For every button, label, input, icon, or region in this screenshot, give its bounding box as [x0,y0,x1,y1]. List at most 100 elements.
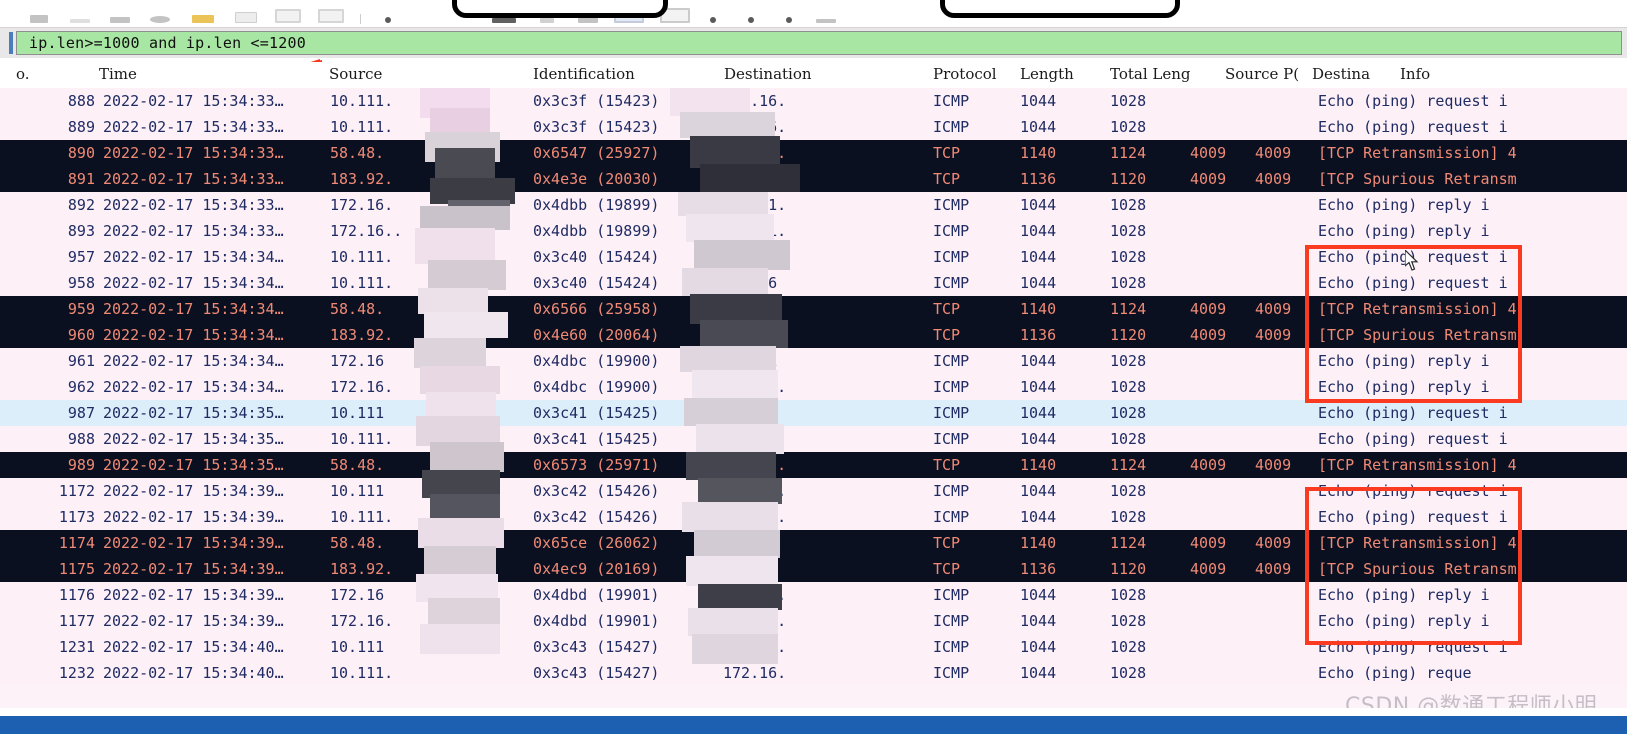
packet-row[interactable]: 1174 2022-02-17 15:34:39… 58.48. 0x65ce (26… [0,530,1627,556]
packet-row[interactable]: 1173 2022-02-17 15:34:39… 10.111. 0x3c42 (1… [0,504,1627,530]
cell-source: 10.111. [330,92,394,110]
main-toolbar[interactable] [0,0,1627,28]
packet-row[interactable]: 961 2022-02-17 15:34:34… 172.16 0x4dbc (199… [0,348,1627,374]
packet-row[interactable]: 957 2022-02-17 15:34:34… 10.111. 0x3c40 (15… [0,244,1627,270]
cell-protocol: ICMP [933,352,970,370]
column-header-length[interactable]: Length [1020,65,1074,83]
annotation-blob-right [940,0,1180,18]
cell-source: 172.16 [330,586,385,604]
column-header-no[interactable]: o. [16,65,30,83]
column-header-proto[interactable]: Protocol [933,65,997,83]
cell-protocol: ICMP [933,274,970,292]
column-header-source-port[interactable]: Source P( [1225,65,1300,83]
cell-time: 2022-02-17 15:34:33… [103,222,284,240]
column-header-info[interactable]: Info [1400,65,1431,83]
cell-identification: 0x3c40 (15424) [533,248,660,266]
cell-protocol: TCP [933,170,961,188]
cell-identification: 0x65ce (26062) [533,534,660,552]
packet-row[interactable]: 892 2022-02-17 15:34:33… 172.16. 0x4dbb (19… [0,192,1627,218]
packet-list[interactable]: 888 2022-02-17 15:34:33… 10.111. 0x3c3f (15… [0,88,1627,708]
packet-row[interactable]: 888 2022-02-17 15:34:33… 10.111. 0x3c3f (15… [0,88,1627,114]
cell-source: 58.48. [330,144,385,162]
open-folder-icon[interactable] [192,15,214,23]
cell-source: 172.16.. [330,222,403,240]
restart-icon[interactable] [110,17,130,23]
cell-no: 1175 [58,560,95,578]
stop-icon[interactable] [70,19,90,23]
cell-time: 2022-02-17 15:34:34… [103,326,284,344]
packet-row[interactable]: 988 2022-02-17 15:34:35… 10.111. 0x3c41 (15… [0,426,1627,452]
cell-identification: 0x4dbd (19901) [533,586,660,604]
cell-no: 962 [67,378,95,396]
zoom-out-icon[interactable] [786,17,792,23]
packet-row[interactable]: 958 2022-02-17 15:34:34… 10.111. 0x3c40 (15… [0,270,1627,296]
packet-row[interactable]: 1176 2022-02-17 15:34:39… 172.16 0x4dbd (19… [0,582,1627,608]
cell-source-port: 4009 [1190,300,1227,318]
cell-length: 1140 [1020,534,1057,552]
display-filter-input[interactable]: ip.len>=1000 and ip.len <=1200 [16,31,1622,55]
cell-destination: 172.16. [723,92,787,110]
reload-icon[interactable] [318,9,344,23]
cell-source: 10.111. [330,664,394,682]
cell-total-length: 1028 [1110,430,1147,448]
find-icon[interactable] [385,17,391,23]
packet-row[interactable]: 889 2022-02-17 15:34:33… 10.111. 0x3c3f (15… [0,114,1627,140]
cell-no: 893 [67,222,95,240]
cell-info: Echo (ping) request i [1318,118,1508,136]
packet-row[interactable]: 1232 2022-02-17 15:34:40… 10.111. 0x3c43 (1… [0,660,1627,686]
column-header-ident[interactable]: Identification [533,65,635,83]
cell-info: Echo (ping) reply i [1318,196,1490,214]
cell-destination: 58.48. [723,560,778,578]
packet-row[interactable]: 1172 2022-02-17 15:34:39… 10.111 0x3c42 (15… [0,478,1627,504]
go-back-icon[interactable] [492,18,516,23]
close-capture-icon[interactable] [150,16,170,23]
column-header-dest-port[interactable]: Destina [1312,65,1371,83]
cell-time: 2022-02-17 15:34:40… [103,638,284,656]
display-filter-bar[interactable]: ip.len>=1000 and ip.len <=1200 [0,28,1627,83]
cell-info: Echo (ping) request i [1318,430,1508,448]
packet-row[interactable]: 989 2022-02-17 15:34:35… 58.48. 0x6573 (259… [0,452,1627,478]
cell-dest-port: 4009 [1255,326,1292,344]
cell-identification: 0x6566 (25958) [533,300,660,318]
packet-row[interactable]: 1231 2022-02-17 15:34:40… 10.111 0x3c43 (15… [0,634,1627,660]
packet-row[interactable]: 890 2022-02-17 15:34:33… 58.48. 0x6547 (259… [0,140,1627,166]
column-header-time[interactable]: Time [99,65,137,83]
packet-row[interactable]: 893 2022-02-17 15:34:33… 172.16.. 0x4dbb (1… [0,218,1627,244]
packet-row[interactable]: 962 2022-02-17 15:34:34… 172.16. 0x4dbc (19… [0,374,1627,400]
column-header-source[interactable]: Source [329,65,383,83]
cell-length: 1044 [1020,222,1057,240]
cell-length: 1044 [1020,196,1057,214]
packet-row[interactable]: 960 2022-02-17 15:34:34… 183.92. 0x4e60 (20… [0,322,1627,348]
packet-row[interactable]: 891 2022-02-17 15:34:33… 183.92. 0x4e3e (20… [0,166,1627,192]
cell-total-length: 1028 [1110,508,1147,526]
packet-row[interactable]: 1175 2022-02-17 15:34:39… 183.92. 0x4ec9 (2… [0,556,1627,582]
cell-protocol: TCP [933,534,961,552]
cell-no: 892 [67,196,95,214]
cell-no: 959 [67,300,95,318]
packet-row[interactable]: 987 2022-02-17 15:34:35… 10.111 0x3c41 (154… [0,400,1627,426]
go-to-packet-icon[interactable] [578,17,598,23]
column-header-total-length[interactable]: Total Leng [1110,65,1191,83]
cell-identification: 0x3c41 (15425) [533,404,660,422]
packet-row[interactable]: 1177 2022-02-17 15:34:39… 172.16. 0x4dbd (1… [0,608,1627,634]
autoscroll-icon[interactable] [710,17,716,23]
shark-fin-icon[interactable] [30,15,48,23]
cell-source: 10.111 [330,404,385,422]
bookmark-icon[interactable] [9,32,13,54]
cell-identification: 0x4dbb (19899) [533,196,660,214]
close-file-icon[interactable] [275,9,301,23]
packet-list-header[interactable]: o. Time Source Identification Destinatio… [0,62,1627,89]
packet-row[interactable]: 959 2022-02-17 15:34:34… 58.48. 0x6566 (259… [0,296,1627,322]
go-forward-icon[interactable] [540,17,554,23]
cell-length: 1044 [1020,274,1057,292]
column-header-dest[interactable]: Destination [724,65,812,83]
cell-info: Echo (ping) reply i [1318,612,1490,630]
cell-destination: 183.92 [723,300,778,318]
zoom-in-icon[interactable] [748,17,754,23]
cell-length: 1140 [1020,144,1057,162]
cell-time: 2022-02-17 15:34:39… [103,482,284,500]
resize-columns-icon[interactable] [816,19,836,23]
cell-total-length: 1028 [1110,638,1147,656]
cell-protocol: ICMP [933,404,970,422]
save-icon[interactable] [235,12,257,23]
